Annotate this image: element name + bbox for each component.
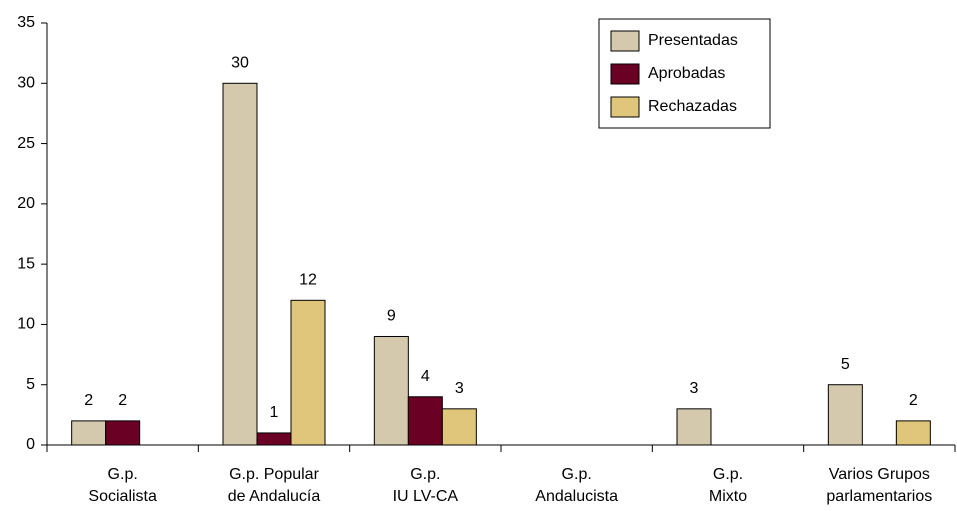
legend-swatch: [610, 30, 640, 52]
y-tick-label: 0: [26, 436, 35, 453]
x-tick-label: Andalucista: [535, 488, 618, 505]
bar: [71, 420, 107, 446]
legend-label: Rechazadas: [648, 98, 737, 115]
y-tick-label: 5: [26, 376, 35, 393]
x-tick-label: G.p.: [713, 466, 743, 483]
y-tick-label: 25: [17, 135, 35, 152]
x-tick-label: G.p. Popular: [229, 466, 320, 483]
y-tick-label: 15: [17, 255, 35, 272]
bar: [895, 420, 931, 446]
data-label: 12: [299, 272, 317, 289]
bar: [290, 299, 326, 446]
data-label: 5: [841, 356, 850, 373]
legend-swatch: [610, 63, 640, 85]
x-tick-label: IU LV-CA: [393, 488, 459, 505]
x-tick-label: Socialista: [88, 488, 157, 505]
x-tick-label: parlamentarios: [826, 488, 932, 505]
y-tick-label: 10: [17, 316, 35, 333]
x-tick-label: Varios Grupos: [829, 466, 930, 483]
data-label: 4: [421, 368, 430, 385]
data-label: 3: [455, 380, 464, 397]
bar: [407, 396, 443, 446]
y-tick-label: 35: [17, 14, 35, 31]
y-tick-label: 20: [17, 195, 35, 212]
data-label: 9: [387, 308, 396, 325]
bar: [222, 82, 258, 446]
x-tick-label: de Andalucía: [228, 488, 321, 505]
data-label: 30: [231, 55, 249, 72]
data-label: 3: [690, 380, 699, 397]
x-tick-label: G.p.: [410, 466, 440, 483]
data-label: 2: [118, 392, 127, 409]
bar: [827, 384, 863, 446]
data-label: 2: [909, 392, 918, 409]
data-label: 1: [270, 404, 279, 421]
bar: [105, 420, 141, 446]
bar: [373, 335, 409, 446]
x-tick-label: G.p.: [562, 466, 592, 483]
y-tick-label: 30: [17, 75, 35, 92]
bar: [441, 408, 477, 446]
legend-label: Presentadas: [648, 32, 738, 49]
legend-label: Aprobadas: [648, 65, 725, 82]
x-tick-label: Mixto: [709, 488, 747, 505]
bar: [256, 432, 292, 446]
x-tick-label: G.p.: [108, 466, 138, 483]
legend-swatch: [610, 96, 640, 118]
data-label: 2: [84, 392, 93, 409]
bar: [676, 408, 712, 446]
